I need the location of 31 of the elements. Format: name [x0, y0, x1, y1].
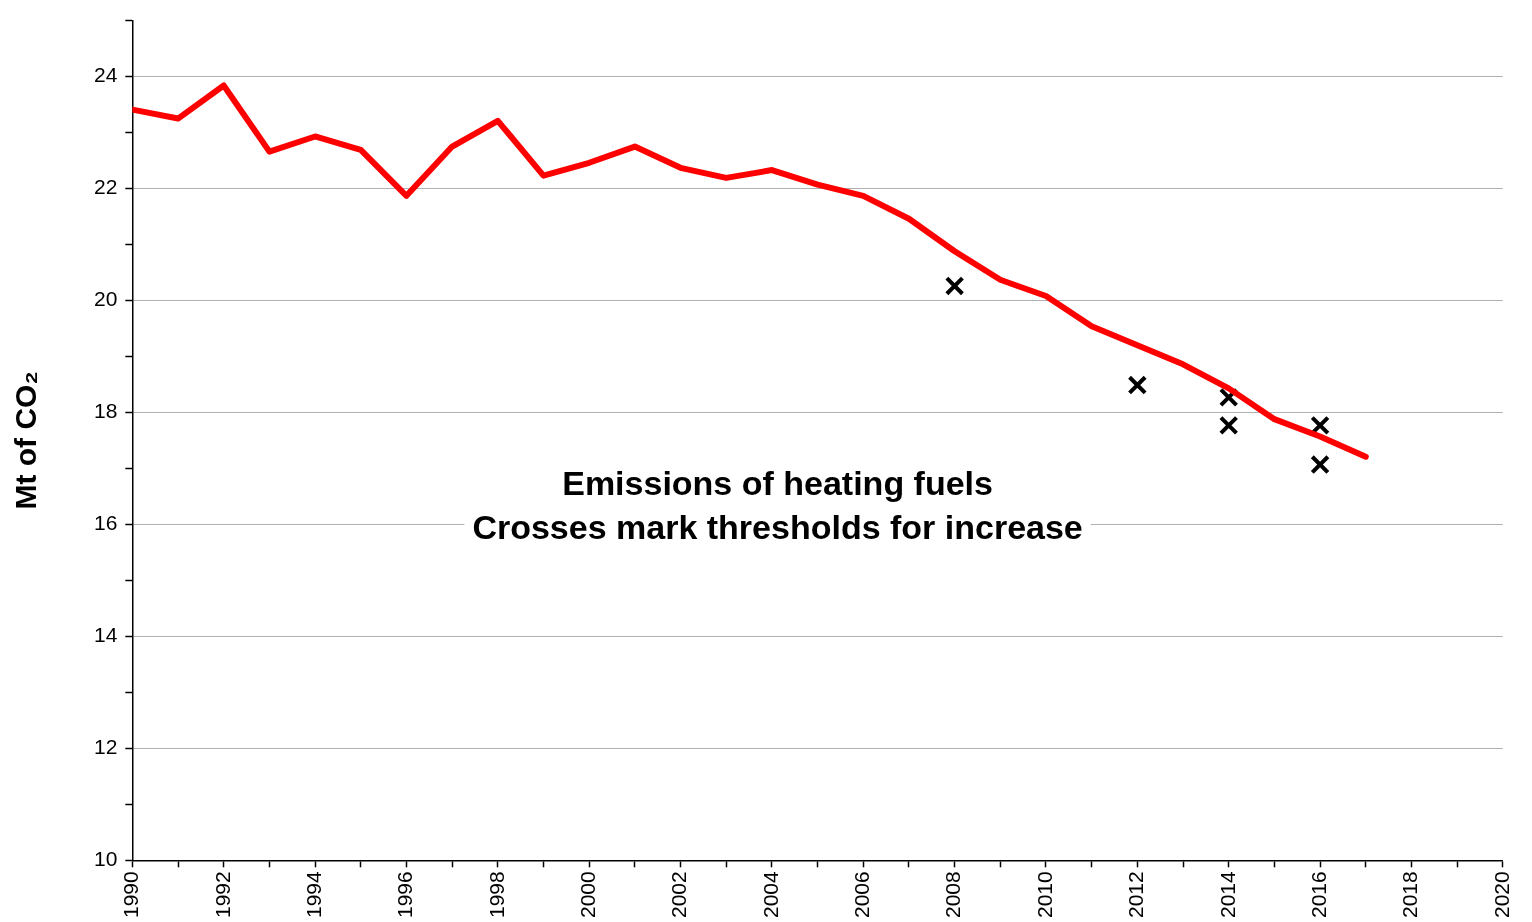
- x-tick-label: 1996: [393, 871, 417, 918]
- point: [1310, 454, 1330, 475]
- x-tick-label: 2020: [1489, 871, 1513, 918]
- x-tick-label: 2006: [850, 871, 874, 918]
- point: [1127, 375, 1148, 395]
- x-tick-label: 1990: [119, 871, 143, 918]
- y-axis-title: Mt of CO₂: [9, 371, 43, 510]
- x-tick-label: 2012: [1124, 871, 1148, 918]
- y-tick-label: 16: [94, 511, 118, 535]
- x-tick-label: 1994: [301, 870, 325, 918]
- x-tick-label: 1998: [484, 871, 508, 918]
- point: [1218, 415, 1239, 436]
- x-tick-label: 2008: [941, 871, 965, 918]
- x-tick-label: 2016: [1306, 871, 1330, 918]
- y-tick-label: 18: [94, 399, 118, 423]
- x-tick-label: 2000: [575, 871, 599, 918]
- y-tick-label: 14: [94, 623, 118, 647]
- x-tick-label: 2018: [1398, 871, 1422, 918]
- y-tick-label: 20: [94, 287, 118, 311]
- y-tick-label: 24: [94, 63, 118, 87]
- point: [1310, 415, 1330, 436]
- y-tick-label: 10: [94, 847, 118, 871]
- y-tick-label: 22: [94, 175, 118, 199]
- x-tick-label: 1992: [210, 871, 234, 918]
- annotation: Emissions of heating fuels Crosses mark thresholds for increase: [472, 463, 1083, 546]
- x-tick-label: 2014: [1215, 870, 1239, 918]
- y-tick-label: 12: [94, 735, 118, 759]
- x-tick-label: 2002: [667, 871, 691, 918]
- point: [944, 276, 965, 296]
- x-tick-label: 2004: [758, 870, 782, 918]
- x-tick-label: 2010: [1032, 871, 1056, 918]
